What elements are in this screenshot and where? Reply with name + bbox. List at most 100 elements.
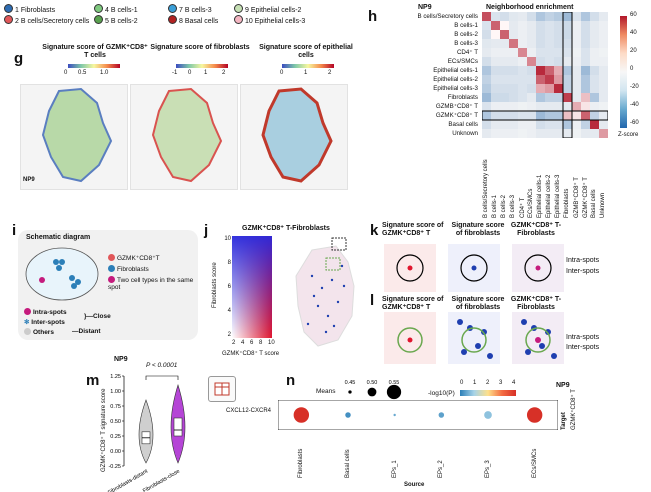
bivariate-xlabel: GZMK⁺CD8⁺ T score	[222, 351, 280, 357]
table-icon[interactable]	[208, 376, 236, 402]
bivariate-ylabel: Fibroblasts score	[212, 262, 218, 308]
heatmap-cell	[536, 129, 545, 138]
heatmap-col-label: GZMB⁺CD8⁺ T	[574, 177, 580, 218]
heatmap-cell	[518, 93, 527, 102]
heatmap-cell	[563, 57, 572, 66]
heatmap-cell	[491, 30, 500, 39]
heatmap-cell	[509, 21, 518, 30]
heatmap-col-label: ECs/SMCs	[528, 188, 534, 218]
schematic-inter: ✻ Inter-spots	[24, 319, 65, 326]
heatmap-cell	[590, 57, 599, 66]
heatmap-cell	[509, 66, 518, 75]
dot	[526, 407, 543, 423]
pair-label: CXCL12-CXCR4	[226, 408, 272, 414]
means-label: Means	[316, 388, 336, 395]
heatmap-cell	[572, 57, 581, 66]
j-ytick: 4	[227, 308, 231, 314]
heatmap-cell	[509, 84, 518, 93]
heatmap-cell	[545, 39, 554, 48]
means-legend-dot	[386, 384, 402, 400]
heatmap-cell	[554, 66, 563, 75]
heatmap-cell	[500, 75, 509, 84]
y-tick-label: 0.00	[110, 449, 121, 455]
heatmap-cell	[554, 39, 563, 48]
sample-label: NP9	[556, 382, 570, 389]
logp-tick: 1	[473, 380, 477, 386]
heatmap-cell	[599, 21, 608, 30]
tick: 0	[188, 70, 192, 76]
heatmap-cell	[581, 102, 590, 111]
heatmap-cell	[482, 111, 491, 120]
schematic-legend-1: GZMK⁺CD8⁺T	[108, 254, 160, 262]
heatmap-cell	[554, 84, 563, 93]
heatmap-cell	[500, 120, 509, 129]
heatmap-cell	[536, 12, 545, 21]
heatmap-cell	[536, 84, 545, 93]
zscore-colorbar	[620, 16, 627, 128]
heatmap-cell	[518, 111, 527, 120]
heatmap-cell	[545, 75, 554, 84]
pvalue-label: P < 0.0001	[146, 362, 178, 369]
heatmap-cell	[482, 66, 491, 75]
overlay-tissue-map	[295, 237, 355, 347]
heatmap-cell	[545, 93, 554, 102]
heatmap-cell	[482, 93, 491, 102]
panel-l-zooms	[384, 312, 564, 364]
heatmap-cell	[572, 93, 581, 102]
heatmap-cell	[581, 93, 590, 102]
schematic-tissue	[25, 247, 99, 301]
logp-ticks: 0 1 2 3 4	[460, 380, 520, 388]
heatmap-cell	[491, 57, 500, 66]
heatmap-cell	[572, 102, 581, 111]
heatmap-cell	[599, 75, 608, 84]
heatmap-cell	[590, 75, 599, 84]
heatmap-cell	[545, 102, 554, 111]
j-ytick: 10	[224, 236, 231, 242]
heatmap-cell	[509, 75, 518, 84]
means-legend-label: 0.45	[345, 380, 356, 386]
heatmap-row-label: Unknown	[452, 130, 478, 137]
heatmap-row-label: B cells-1	[454, 22, 478, 29]
tick: 2	[328, 70, 332, 76]
j-xtick: 2	[232, 340, 236, 346]
heatmap-row-label: CD4⁺ T	[456, 49, 478, 56]
panel-label-k: k	[370, 222, 379, 239]
tick: 1	[204, 70, 208, 76]
legend-item: 1 Fibroblasts	[4, 4, 55, 14]
heatmap-row-label: Fibroblasts	[447, 94, 478, 101]
dotplot-frame	[278, 400, 558, 430]
heatmap-cell	[518, 120, 527, 129]
heatmap-cell	[536, 120, 545, 129]
heatmap-cell	[482, 30, 491, 39]
heatmap-cell	[581, 84, 590, 93]
heatmap-cell	[491, 120, 500, 129]
heatmap-cell	[536, 57, 545, 66]
heatmap-cell	[572, 129, 581, 138]
heatmap-cell	[509, 57, 518, 66]
sample-label: NP9	[114, 356, 128, 363]
heatmap-cell	[554, 120, 563, 129]
target-label: Target	[561, 412, 567, 430]
heatmap-cell	[563, 39, 572, 48]
panel-label-i: i	[12, 222, 17, 239]
heatmap-cell	[491, 66, 500, 75]
tissue-shape	[151, 87, 223, 183]
heatmap-cell	[491, 39, 500, 48]
means-legend-dot	[367, 387, 377, 397]
heatmap-cell	[518, 57, 527, 66]
heatmap-cell	[500, 21, 509, 30]
dot	[393, 413, 396, 417]
heatmap-cell	[599, 39, 608, 48]
schematic-legend-2: Fibroblasts	[108, 265, 149, 273]
schematic-distant: —Distant	[72, 328, 101, 335]
zscore-tick: -40	[630, 102, 639, 108]
heatmap-cell	[572, 21, 581, 30]
heatmap-cell	[581, 75, 590, 84]
j-ytick: 6	[227, 284, 231, 290]
heatmap-cell	[527, 120, 536, 129]
heatmap-cell	[545, 84, 554, 93]
heatmap-cell	[527, 129, 536, 138]
heatmap-cell	[545, 30, 554, 39]
heatmap-cell	[581, 66, 590, 75]
heatmap-col-label: B cells-3	[510, 194, 516, 218]
